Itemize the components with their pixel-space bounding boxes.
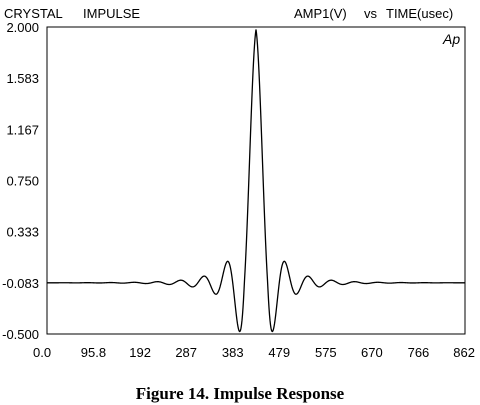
y-tick-label: 1.167	[6, 122, 39, 137]
x-tick-label: 383	[222, 345, 244, 360]
header-vs: vs	[364, 6, 378, 21]
header-impulse: IMPULSE	[83, 6, 140, 21]
y-tick-label: 0.333	[6, 225, 39, 240]
series-line	[47, 29, 465, 333]
x-tick-label: 479	[268, 345, 290, 360]
x-tick-label: 670	[361, 345, 383, 360]
x-tick-label: 575	[315, 345, 337, 360]
header-amp: AMP1(V)	[294, 6, 347, 21]
chart: CRYSTAL IMPULSE AMP1(V) vs TIME(usec) Ap…	[2, 6, 475, 360]
y-tick-label: 1.583	[6, 71, 39, 86]
y-axis: 2.000 1.583 1.167 0.750 0.333 -0.083 -0.500	[2, 20, 39, 342]
trace-label: Ap	[442, 31, 460, 47]
y-tick-label: 2.000	[6, 20, 39, 35]
x-tick-label: 0.0	[33, 345, 51, 360]
plot-frame	[46, 26, 466, 335]
y-tick-label: 0.750	[6, 174, 39, 189]
y-tick-label: -0.500	[2, 327, 39, 342]
x-tick-label: 766	[408, 345, 430, 360]
x-tick-label: 862	[453, 345, 475, 360]
x-axis: 0.0 95.8 192 287 383 479 575 670 766 862	[33, 345, 475, 360]
series-layer	[47, 29, 465, 333]
x-tick-label: 192	[129, 345, 151, 360]
x-tick-label: 287	[175, 345, 197, 360]
figure-caption: Figure 14. Impulse Response	[135, 384, 345, 403]
header-time: TIME(usec)	[386, 6, 453, 21]
header-crystal: CRYSTAL	[4, 6, 63, 21]
x-tick-label: 95.8	[81, 345, 106, 360]
y-tick-label: -0.083	[2, 276, 39, 291]
